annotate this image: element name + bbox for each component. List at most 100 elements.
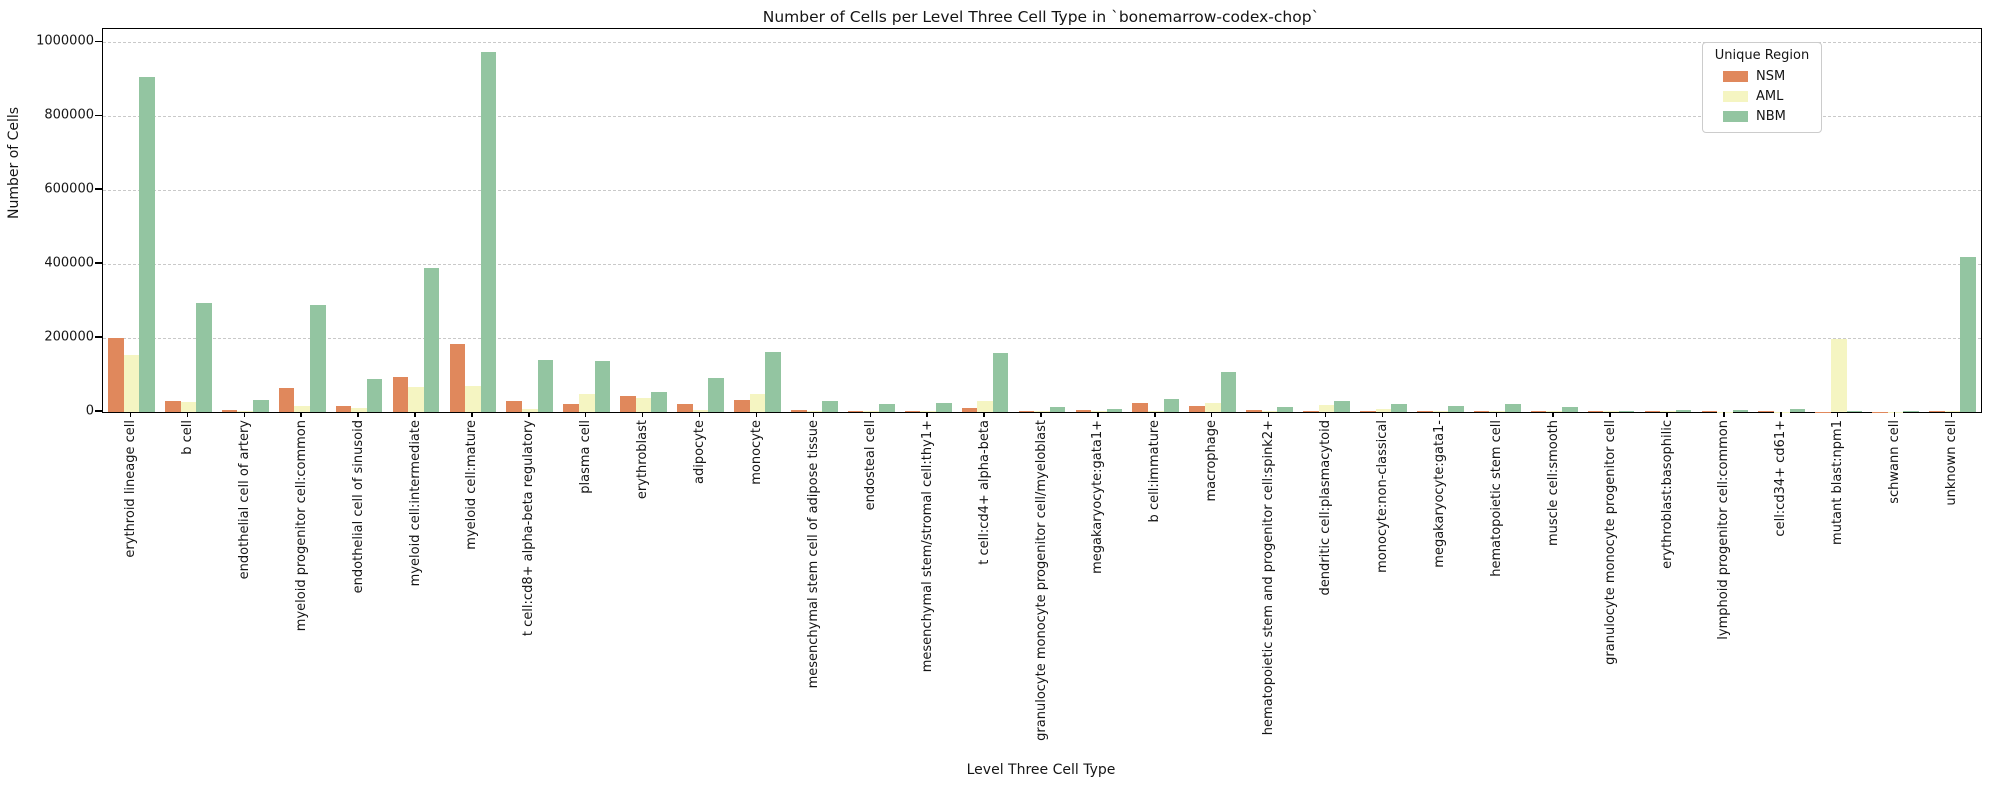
x-tick-mark <box>1723 412 1725 417</box>
x-category-label: adipocyte <box>692 420 708 484</box>
x-tick-mark <box>1097 412 1099 417</box>
y-tick-mark <box>95 336 102 338</box>
bar-aml-17 <box>1034 410 1050 412</box>
bar-nbm-24 <box>1448 406 1464 412</box>
x-category-label: macrophage <box>1204 420 1220 502</box>
x-axis-label: Level Three Cell Type <box>966 762 1116 778</box>
bar-aml-14 <box>863 411 880 412</box>
bar-nsm-8 <box>506 400 522 412</box>
x-tick-mark <box>1893 412 1896 417</box>
x-tick-mark <box>926 412 928 417</box>
legend-title: Unique Region <box>1714 48 1810 63</box>
bar-nbm-16 <box>992 352 1009 412</box>
bar-aml-13 <box>806 410 823 412</box>
x-category-label: cell:cd34+ cd61+ <box>1773 420 1789 537</box>
x-tick-mark <box>414 412 416 417</box>
x-tick-mark <box>243 412 245 417</box>
y-tick-label: 400000 <box>44 255 94 271</box>
gridline-1000000 <box>103 42 1981 44</box>
x-tick-mark <box>528 412 530 417</box>
x-tick-mark <box>1609 412 1611 417</box>
x-tick-mark <box>1666 412 1668 417</box>
x-category-label: erythroblast <box>635 420 651 500</box>
y-tick-label: 1000000 <box>36 33 94 49</box>
x-tick-mark <box>755 412 758 417</box>
bar-nbm-9 <box>594 360 611 412</box>
bar-nsm-9 <box>563 403 579 412</box>
bar-aml-18 <box>1091 410 1107 412</box>
x-tick-mark <box>812 412 815 417</box>
bar-aml-20 <box>1204 402 1221 412</box>
y-axis-label: Number of Cells <box>6 106 22 219</box>
bar-nsm-14 <box>847 410 864 412</box>
x-tick-mark <box>357 412 359 417</box>
bar-aml-27 <box>1603 411 1619 412</box>
y-tick-label: 800000 <box>44 107 94 123</box>
x-tick-mark <box>641 412 644 417</box>
bar-nbm-23 <box>1391 403 1407 412</box>
bar-aml-19 <box>1148 410 1164 412</box>
y-tick-label: 0 <box>85 403 94 419</box>
x-tick-mark <box>300 412 302 417</box>
legend: Unique Region NSM AML NBM <box>1702 42 1822 133</box>
x-tick-mark <box>1837 412 1839 417</box>
legend-swatch-nbm <box>1723 110 1748 122</box>
legend-rows: NSM AML NBM <box>1711 66 1813 126</box>
bar-nbm-28 <box>1675 409 1692 412</box>
bar-aml-2 <box>180 402 197 412</box>
bar-nbm-1 <box>139 77 155 412</box>
bar-aml-9 <box>578 393 595 412</box>
x-category-label: megakaryocyte:gata1+ <box>1090 420 1106 574</box>
x-tick-mark <box>1267 412 1270 417</box>
bar-nsm-32 <box>1872 411 1888 412</box>
bar-aml-12 <box>749 394 766 412</box>
bar-nsm-11 <box>677 403 693 412</box>
bar-nsm-12 <box>734 400 750 412</box>
bar-aml-22 <box>1318 405 1335 412</box>
x-category-label: granulocyte monocyte progenitor cell <box>1602 420 1618 665</box>
gridline-400000 <box>103 264 1981 266</box>
x-tick-mark <box>1324 412 1327 417</box>
bar-nsm-28 <box>1644 411 1661 412</box>
x-tick-mark <box>1780 412 1782 417</box>
bar-nbm-29 <box>1732 410 1749 412</box>
bar-nsm-31 <box>1815 411 1831 412</box>
bar-aml-24 <box>1432 411 1449 412</box>
bar-nbm-27 <box>1618 410 1635 412</box>
bar-aml-3 <box>237 410 254 412</box>
bar-nsm-15 <box>904 410 921 412</box>
bar-aml-5 <box>351 408 367 412</box>
x-tick-mark <box>1495 412 1497 417</box>
bar-aml-25 <box>1489 410 1506 412</box>
legend-item-nsm: NSM <box>1711 66 1813 86</box>
x-category-label: mutant blast:npm1 <box>1830 420 1846 545</box>
x-tick-mark <box>1211 412 1213 417</box>
bar-nsm-22 <box>1303 410 1319 412</box>
bar-nbm-2 <box>196 302 212 412</box>
bar-aml-28 <box>1660 411 1676 412</box>
x-category-label: erythroid lineage cell <box>122 420 138 558</box>
x-category-label: muscle cell:smooth <box>1545 420 1561 546</box>
bar-aml-11 <box>692 410 709 412</box>
x-category-label: granulocyte monocyte progenitor cell/mye… <box>1033 420 1049 741</box>
x-category-label: unknown cell <box>1944 420 1960 506</box>
x-tick-mark <box>983 412 985 417</box>
bar-nbm-3 <box>253 400 269 412</box>
bar-aml-7 <box>465 386 481 412</box>
bar-nbm-14 <box>879 403 895 412</box>
legend-label: NBM <box>1756 108 1786 124</box>
x-category-label: b cell <box>179 420 195 455</box>
x-category-label: endothelial cell of sinusoid <box>350 420 366 594</box>
bar-nbm-18 <box>1106 408 1123 412</box>
bar-nsm-7 <box>449 344 466 412</box>
bar-nsm-6 <box>392 376 409 412</box>
plot-area <box>102 28 1982 413</box>
y-tick-mark <box>95 188 102 190</box>
y-tick-label: 200000 <box>44 329 94 345</box>
x-tick-mark <box>186 412 189 417</box>
x-tick-mark <box>471 412 473 417</box>
bar-nsm-20 <box>1189 406 1205 412</box>
bar-nbm-6 <box>423 267 440 412</box>
x-tick-mark <box>698 412 701 417</box>
